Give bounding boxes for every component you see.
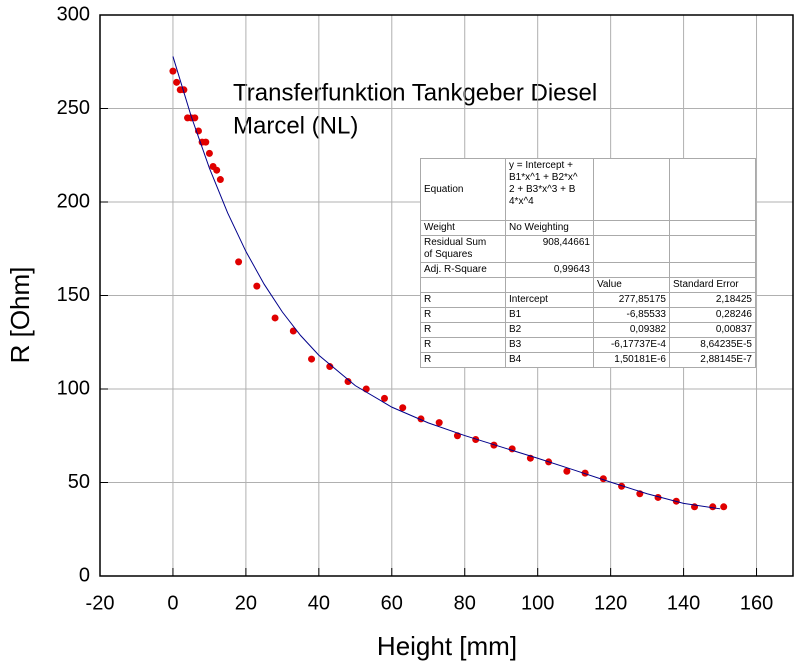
x-tick-label: 100 [521, 592, 554, 614]
plot-frame [99, 14, 794, 577]
table-cell: Adj. R-Square [420, 262, 506, 278]
table-cell [669, 235, 756, 263]
data-point [435, 419, 443, 427]
y-tick-label: 200 [57, 190, 90, 212]
y-tick-label: 100 [57, 377, 90, 399]
x-tick-label: 20 [235, 592, 257, 614]
table-cell: -6,17737E-4 [593, 337, 670, 353]
table-cell: No Weighting [505, 220, 594, 236]
data-point [326, 363, 334, 371]
table-cell: B4 [505, 352, 594, 368]
table-cell: 277,85175 [593, 292, 670, 308]
data-point [399, 404, 407, 412]
table-cell: -6,85533 [593, 307, 670, 323]
data-point [380, 394, 388, 402]
table-cell: B3 [505, 337, 594, 353]
table-cell [593, 220, 670, 236]
data-point [289, 327, 297, 335]
x-tick-label: 40 [308, 592, 330, 614]
table-cell: R [420, 337, 506, 353]
data-point [362, 385, 370, 393]
table-cell [420, 277, 506, 293]
data-point [308, 355, 316, 363]
table-row: R B3 -6,17737E-4 8,64235E-5 [420, 337, 756, 353]
x-axis-label: Height [mm] [377, 631, 517, 661]
table-cell: 1,50181E-6 [593, 352, 670, 368]
y-tick-label: 0 [79, 564, 90, 586]
y-axis-label: R [Ohm] [5, 267, 35, 364]
table-row: R B4 1,50181E-6 2,88145E-7 [420, 352, 756, 368]
table-cell: 2,18425 [669, 292, 756, 308]
data-point [235, 258, 243, 266]
data-point [271, 314, 279, 322]
data-point [173, 78, 181, 86]
data-point [720, 503, 728, 511]
data-point [618, 482, 626, 490]
table-cell: 0,99643 [505, 262, 594, 278]
fit-line [172, 56, 721, 510]
data-point [563, 467, 571, 475]
data-point [581, 469, 589, 477]
data-point [213, 166, 221, 174]
y-tick-label: 150 [57, 284, 90, 306]
table-cell: 908,44661 [505, 235, 594, 263]
x-tick-label: 80 [454, 592, 476, 614]
data-point [205, 149, 213, 157]
table-row: Adj. R-Square 0,99643 [420, 262, 756, 278]
x-tick-label: 0 [167, 592, 178, 614]
table-row: Residual Sum of Squares 908,44661 [420, 235, 756, 263]
data-point [709, 503, 717, 511]
chart-subtitle: Marcel (NL) [233, 112, 358, 139]
table-cell: 2,88145E-7 [669, 352, 756, 368]
table-cell [593, 235, 670, 263]
table-cell [669, 262, 756, 278]
table-cell: R [420, 307, 506, 323]
table-cell [505, 277, 594, 293]
y-tick-label: 50 [68, 471, 90, 493]
table-cell [669, 220, 756, 236]
data-point [216, 176, 224, 184]
table-cell: R [420, 322, 506, 338]
table-cell: Equation [420, 158, 506, 221]
data-point [169, 67, 177, 75]
table-cell: Standard Error [669, 277, 756, 293]
table-cell: R [420, 352, 506, 368]
table-cell: Weight [420, 220, 506, 236]
table-cell [669, 158, 756, 221]
table-row: Equation y = Intercept + B1*x^1 + B2*x^ 2… [420, 158, 756, 221]
table-cell: y = Intercept + B1*x^1 + B2*x^ 2 + B3*x^… [505, 158, 594, 221]
data-point [253, 282, 261, 290]
table-cell: Intercept [505, 292, 594, 308]
table-cell: B2 [505, 322, 594, 338]
table-row: R Intercept 277,85175 2,18425 [420, 292, 756, 308]
table-cell: 0,28246 [669, 307, 756, 323]
table-row: R B2 0,09382 0,00837 [420, 322, 756, 338]
table-cell [593, 262, 670, 278]
data-point [202, 138, 210, 146]
x-tick-label: -20 [86, 592, 115, 614]
chart-title: Transferfunktion Tankgeber Diesel [233, 79, 597, 106]
table-cell: Value [593, 277, 670, 293]
table-cell: 0,00837 [669, 322, 756, 338]
x-tick-label: 120 [594, 592, 627, 614]
data-point [191, 114, 199, 122]
x-tick-label: 160 [740, 592, 773, 614]
y-tick-label: 300 [57, 3, 90, 25]
table-cell: Residual Sum of Squares [420, 235, 506, 263]
table-cell [593, 158, 670, 221]
data-point [344, 378, 352, 386]
table-cell: 8,64235E-5 [669, 337, 756, 353]
x-tick-label: 140 [667, 592, 700, 614]
y-tick-label: 250 [57, 97, 90, 119]
table-row: Weight No Weighting [420, 220, 756, 236]
table-cell: B1 [505, 307, 594, 323]
table-row: R B1 -6,85533 0,28246 [420, 307, 756, 323]
fit-table: Equation y = Intercept + B1*x^1 + B2*x^ 2… [420, 158, 756, 368]
x-tick-label: 60 [381, 592, 403, 614]
table-cell: 0,09382 [593, 322, 670, 338]
table-row: Value Standard Error [420, 277, 756, 293]
table-cell: R [420, 292, 506, 308]
